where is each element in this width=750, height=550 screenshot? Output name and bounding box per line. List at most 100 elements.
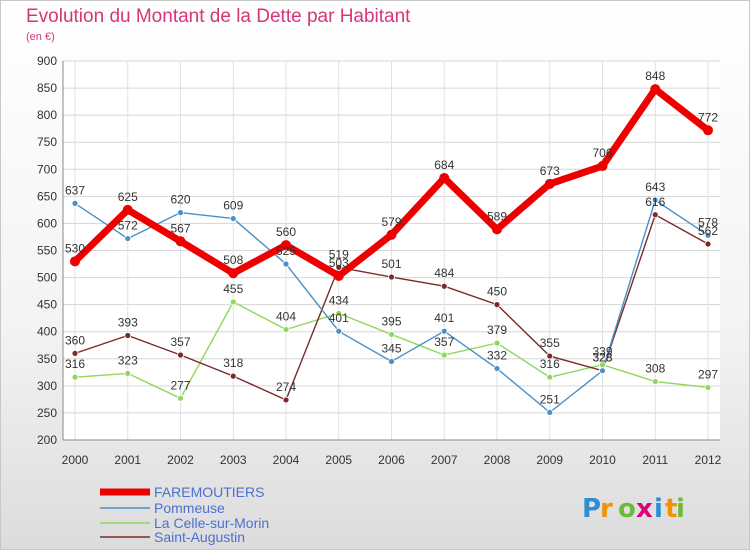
data-point [388,273,395,281]
data-point [71,349,79,357]
data-point [651,211,659,219]
data-label: 579 [381,215,401,229]
data-point [335,309,343,317]
data-point [704,240,712,248]
logo-letter: r [600,494,613,524]
data-point [493,301,501,309]
data-point [282,260,290,268]
data-label: 519 [329,247,349,261]
y-tick-label: 600 [37,216,57,230]
data-point [71,199,79,207]
data-point [124,235,132,242]
data-label: 609 [223,199,243,213]
data-label: 625 [118,190,138,204]
data-point [546,373,554,381]
x-tick-label: 2002 [167,453,194,467]
y-tick-label: 250 [37,406,57,420]
y-tick-label: 500 [37,271,57,285]
data-label: 360 [65,333,85,347]
data-point [440,351,448,359]
data-label: 404 [276,310,296,324]
data-label: 434 [329,293,349,307]
logo-letter: x [636,494,653,524]
data-label: 316 [540,357,560,371]
data-label: 772 [698,110,718,124]
data-label: 277 [170,378,190,392]
data-point [650,84,661,95]
data-label: 643 [645,180,665,194]
data-label: 620 [170,193,190,207]
data-label: 318 [223,356,243,370]
data-label: 848 [645,69,665,83]
data-point [70,256,80,267]
y-tick-label: 700 [37,162,57,176]
data-points [70,84,713,416]
data-label: 357 [170,335,190,349]
data-point [546,352,554,360]
logo-letter: o [618,494,636,524]
x-tick-label: 2007 [431,453,458,467]
data-point [177,351,184,359]
legend-label: Saint-Augustin [154,529,245,545]
data-point [333,270,344,281]
legend-label: Pommeuse [154,500,225,516]
proxiti-logo: Pr o x i ti [582,494,685,524]
data-point [282,396,290,404]
data-point [386,229,397,240]
data-point [439,172,450,183]
data-label: 308 [645,362,665,376]
data-point [388,358,395,365]
data-labels: 316 323 277 455 404 434 395 357 379 316 339 308 297 3… [65,69,718,406]
x-tick-label: 2004 [273,453,300,467]
x-tick-label: 2008 [484,453,511,467]
data-point [228,268,239,279]
data-label: 450 [487,285,507,299]
data-label: 401 [434,311,454,325]
data-point [546,408,554,416]
data-label: 501 [381,257,401,271]
data-label: 455 [223,282,243,296]
data-label: 673 [540,164,560,178]
y-tick-label: 750 [37,135,57,149]
data-label: 578 [698,215,718,229]
data-point [493,339,501,347]
data-label: 637 [65,183,85,197]
data-point [229,372,237,380]
x-tick-label: 2003 [220,453,247,467]
data-point [544,178,555,189]
y-tick-label: 650 [37,189,57,203]
x-tick-label: 2009 [536,453,563,467]
legend-label: La Celle-sur-Morin [154,515,269,531]
data-label: 567 [170,221,190,235]
data-label: 525 [276,244,296,258]
y-tick-label: 300 [37,379,57,393]
data-label: 484 [434,266,454,280]
x-tick-label: 2001 [114,453,141,467]
y-tick-label: 550 [37,244,57,258]
y-tick-label: 350 [37,352,57,366]
data-point [281,240,291,251]
data-point [71,373,79,381]
data-point [651,378,659,385]
grid [63,60,720,441]
y-tick-label: 850 [37,81,57,95]
x-tick-label: 2012 [695,453,722,467]
data-point [704,384,712,391]
data-point [651,196,659,204]
data-label: 357 [434,335,454,349]
x-tick-label: 2006 [378,453,405,467]
data-label: 589 [487,209,507,223]
data-point [493,365,501,372]
axes: 200 250 300 350 400 450 500 550 600 650 700 750 800 8… [37,54,722,467]
data-label: 401 [329,311,349,325]
data-label: 379 [487,323,507,337]
data-label: 355 [540,336,560,350]
data-point [124,370,132,377]
y-tick-label: 450 [37,298,57,312]
data-label: 345 [381,341,401,355]
x-tick-label: 2010 [589,453,616,467]
chart-subtitle: (en €) [26,31,55,43]
data-label: 395 [381,314,401,328]
